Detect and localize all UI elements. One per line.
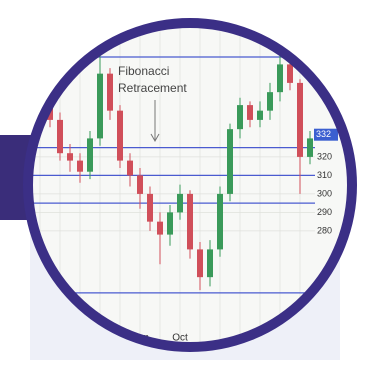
plot: 280290300310320332SepOctFibonacciRetrace… — [32, 27, 338, 344]
annotation: Fibonacci — [118, 64, 169, 78]
candle-body — [57, 119, 63, 154]
candle-body — [257, 110, 263, 120]
candle-body — [97, 73, 103, 139]
annotation: Retracement — [118, 81, 187, 95]
candle-body — [137, 175, 143, 194]
candle-body — [217, 193, 223, 250]
candle-body — [107, 73, 113, 111]
candle-body — [247, 105, 253, 120]
candle-body — [187, 193, 193, 250]
candle-body — [207, 249, 213, 278]
candle-body — [287, 64, 293, 83]
candle-body — [157, 221, 163, 235]
candle-body — [117, 110, 123, 161]
y-tick-label: 290 — [317, 207, 332, 217]
candle-body — [127, 160, 133, 176]
candle-body — [267, 92, 273, 111]
price-tag-label: 332 — [316, 129, 331, 139]
y-tick-label: 300 — [317, 188, 332, 198]
y-tick-label: 280 — [317, 225, 332, 235]
candle-body — [87, 138, 93, 172]
annotation-arrowhead — [150, 133, 160, 143]
candle-body — [77, 160, 83, 172]
lens-background — [32, 27, 348, 343]
y-tick-label: 310 — [317, 170, 332, 180]
candle-body — [177, 193, 183, 213]
candle-body — [67, 153, 73, 161]
candle-body — [237, 105, 243, 130]
candle-body — [307, 138, 313, 157]
candle-body — [277, 64, 283, 93]
x-tick-label: Oct — [172, 333, 188, 344]
lens-ring — [23, 18, 357, 352]
candle-body — [197, 249, 203, 278]
candle-body — [297, 82, 303, 157]
price-tag — [314, 128, 338, 141]
candle-body — [147, 193, 153, 222]
candle-body — [227, 129, 233, 194]
y-tick-label: 320 — [317, 151, 332, 161]
candle-body — [167, 212, 173, 235]
